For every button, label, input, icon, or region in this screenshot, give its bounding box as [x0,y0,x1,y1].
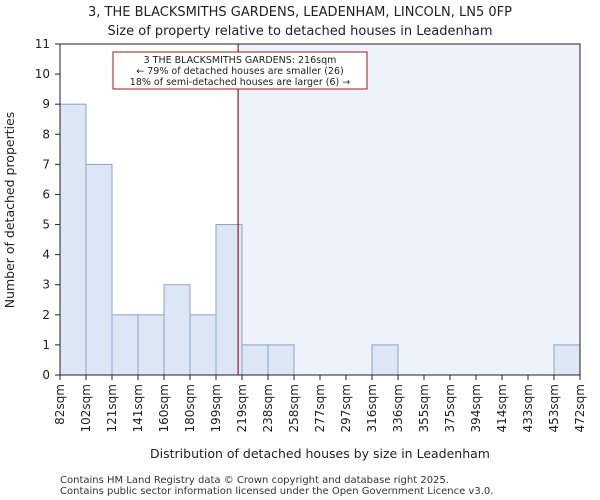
x-tick-label: 375sqm [443,384,457,432]
chart-title: 3, THE BLACKSMITHS GARDENS, LEADENHAM, L… [88,5,512,20]
bar-316sqm [371,344,399,376]
annotation-line-2: ← 79% of detached houses are smaller (26… [136,66,343,77]
y-tick-label: 11 [35,37,50,51]
y-tick-label: 3 [42,278,50,292]
y-tick-label: 1 [42,338,50,352]
y-tick-label: 2 [42,308,50,322]
y-axis-label: Number of detached properties [2,112,17,309]
annotation-line-1: 3 THE BLACKSMITHS GARDENS: 216sqm [144,55,337,66]
y-tick-label: 8 [42,127,50,141]
y-tick-label: 4 [42,248,50,262]
bar-180sqm [189,314,217,376]
chart-subtitle: Size of property relative to detached ho… [107,24,492,39]
x-tick-label: 355sqm [417,384,431,432]
bar-102sqm [85,163,113,376]
y-tick-label: 6 [42,187,50,201]
bar-453sqm [553,344,581,376]
annotation-line-3: 18% of semi-detached houses are larger (… [130,77,350,88]
y-tick-label: 9 [42,97,50,111]
x-tick-label: 472sqm [573,384,587,432]
x-tick-label: 199sqm [209,384,223,432]
bar-82sqm [59,103,87,376]
footer-line-2: Contains public sector information licen… [60,486,493,497]
x-tick-label: 82sqm [53,384,67,425]
x-tick-label: 336sqm [391,384,405,432]
bar-141sqm [137,314,165,376]
y-tick-label: 7 [42,157,50,171]
y-tick-label: 0 [42,368,50,382]
bar-121sqm [111,314,139,376]
x-tick-label: 121sqm [105,384,119,432]
x-tick-label: 141sqm [131,384,145,432]
annotation-box [112,51,368,90]
x-tick-label: 414sqm [495,384,509,432]
larger-region [238,44,580,375]
x-tick-label: 258sqm [287,384,301,432]
x-tick-label: 160sqm [157,384,171,432]
x-tick-label: 219sqm [235,384,249,432]
x-tick-label: 180sqm [183,384,197,432]
bar-219sqm [241,344,269,376]
y-tick-label: 10 [35,67,50,81]
x-tick-label: 238sqm [261,384,275,432]
x-tick-label: 102sqm [79,384,93,432]
x-tick-label: 316sqm [365,384,379,432]
x-tick-label: 277sqm [313,384,327,432]
footer-line-1: Contains HM Land Registry data © Crown c… [60,475,449,486]
x-tick-label: 297sqm [339,384,353,432]
x-tick-label: 453sqm [547,384,561,432]
x-axis-label: Distribution of detached houses by size … [150,446,490,461]
x-tick-label: 394sqm [469,384,483,432]
x-tick-label: 433sqm [521,384,535,432]
bar-160sqm [163,284,191,376]
y-tick-label: 5 [42,218,50,232]
bar-238sqm [267,344,295,376]
plot-area: 0 1 2 3 4 5 6 7 8 9 10 11 82sqm 102sqm 121sqm 141sqm 160… [35,37,587,432]
